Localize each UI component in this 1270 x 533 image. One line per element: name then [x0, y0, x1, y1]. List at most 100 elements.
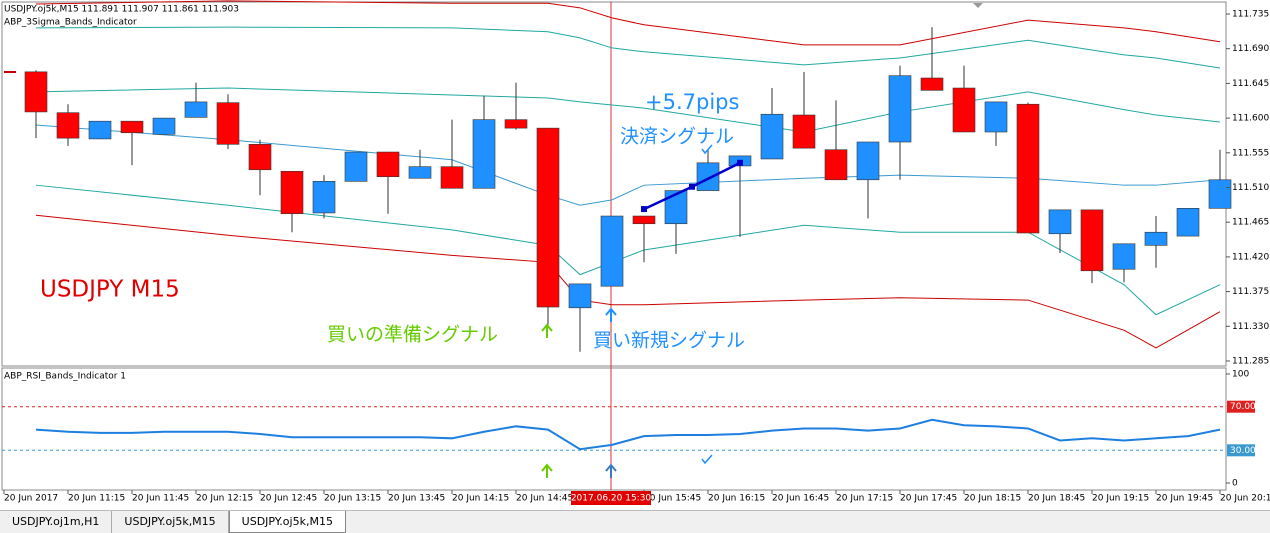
- y-tick-label: 111.735: [1232, 10, 1269, 20]
- crosshair-label-bg: [571, 491, 651, 505]
- candle-body: [1080, 209, 1104, 272]
- annotation: 買いの準備シグナル: [327, 324, 498, 346]
- chart-tab[interactable]: USDJPY.oj1m,H1: [0, 511, 113, 533]
- y-tick-label: 111.330: [1232, 322, 1269, 332]
- candle-body: [1048, 209, 1072, 235]
- candle-body: [920, 77, 944, 91]
- chart: USDJPY.oj5k,M15 111.891 111.907 111.861 …: [1, 0, 1270, 505]
- x-tick-label: 20 Jun 15:45: [644, 494, 701, 504]
- y-tick-label: 111.510: [1232, 183, 1269, 193]
- candle-body: [536, 127, 560, 308]
- x-tick-label: 20 Jun 16:15: [708, 494, 765, 504]
- candle-body: [184, 101, 208, 118]
- rsi-line: [35, 418, 1221, 451]
- chart-tab[interactable]: USDJPY.oj5k,M15: [228, 511, 346, 533]
- band-line: [35, 214, 1221, 349]
- candle-body: [88, 120, 112, 140]
- band-line: [35, 184, 1221, 316]
- candle-body: [984, 101, 1008, 133]
- candle-body: [664, 190, 688, 225]
- candle-body: [312, 181, 336, 214]
- level-label-bg: [1227, 400, 1255, 413]
- x-tick-label: 20 Jun 14:45: [516, 494, 573, 504]
- indicator-name: ABP_3Sigma_Bands_Indicator: [4, 18, 137, 28]
- annotation: +5.7pips: [645, 90, 739, 114]
- trade-point: [641, 206, 647, 213]
- y-tick-label: 111.420: [1232, 252, 1269, 262]
- candle-body: [952, 87, 976, 133]
- candle-body: [248, 144, 272, 171]
- x-tick-label: 20 Jun 20:15: [1220, 494, 1270, 504]
- symbol-label: USDJPY M15: [40, 277, 180, 303]
- y-tick-label: 111.375: [1232, 287, 1269, 297]
- signal-icons: [4, 71, 713, 478]
- candle-body: [376, 151, 400, 178]
- y-tick-label: 111.555: [1232, 148, 1269, 158]
- tab-bar: USDJPY.oj1m,H1 USDJPY.oj5k,M15 USDJPY.oj5k…: [0, 510, 1270, 533]
- candle-body: [152, 117, 176, 135]
- candle-body: [504, 119, 528, 129]
- candle-body: [824, 149, 848, 181]
- candle-body: [1208, 179, 1232, 209]
- candle-body: [24, 71, 48, 113]
- x-tick-label: 20 Jun 18:15: [964, 494, 1021, 504]
- x-tick-label: 20 Jun 14:15: [452, 494, 509, 504]
- candle-body: [56, 112, 80, 139]
- candle-body: [760, 113, 784, 160]
- y-tick-label: 0: [1232, 479, 1238, 489]
- candle-body: [1112, 243, 1136, 270]
- x-tick-label: 20 Jun 2017: [4, 494, 58, 504]
- candle-body: [600, 215, 624, 287]
- candle-body: [888, 75, 912, 143]
- candle-body: [696, 162, 720, 191]
- band-line: [35, 26, 1221, 69]
- x-tick-label: 20 Jun 11:15: [68, 494, 125, 504]
- candle-body: [344, 151, 368, 182]
- candle-body: [1016, 103, 1040, 234]
- x-tick-label: 20 Jun 16:45: [772, 494, 829, 504]
- x-tick-label: 20 Jun 13:45: [388, 494, 445, 504]
- band-line: [35, 0, 1221, 46]
- y-tick-label: 111.690: [1232, 44, 1269, 54]
- candle-body: [216, 102, 240, 145]
- y-tick-label: 111.285: [1232, 357, 1269, 367]
- y-tick-label: 100: [1232, 370, 1249, 380]
- x-tick-label: 20 Jun 19:45: [1156, 494, 1213, 504]
- trade-point: [737, 159, 743, 166]
- band-line: [35, 87, 1221, 133]
- y-tick-label: 111.465: [1232, 218, 1269, 228]
- x-tick-label: 20 Jun 18:45: [1028, 494, 1085, 504]
- chart-header: USDJPY.oj5k,M15 111.891 111.907 111.861 …: [4, 5, 239, 15]
- candle-body: [568, 283, 592, 309]
- x-tick-label: 20 Jun 12:45: [260, 494, 317, 504]
- candle-body: [856, 141, 880, 181]
- candle-body: [472, 119, 496, 189]
- candle-body: [120, 120, 144, 134]
- candle-body: [792, 114, 816, 149]
- x-tick-label: 20 Jun 17:45: [900, 494, 957, 504]
- candle-body: [408, 166, 432, 179]
- x-tick-label: 20 Jun 12:15: [196, 494, 253, 504]
- annotation: 買い新規シグナル: [593, 330, 745, 352]
- candle-body: [632, 215, 656, 225]
- trade-point: [689, 183, 695, 190]
- x-tick-label: 20 Jun 13:15: [324, 494, 381, 504]
- candle-body: [280, 171, 304, 215]
- rsi-title: ABP_RSI_Bands_Indicator 1: [4, 372, 126, 382]
- level-label: 30.00: [1230, 446, 1256, 456]
- candle-body: [440, 166, 464, 189]
- rsi-panel-frame: [1, 367, 1227, 491]
- chart-tab[interactable]: USDJPY.oj5k,M15: [112, 511, 229, 533]
- x-tick-label: 20 Jun 17:15: [836, 494, 893, 504]
- scroll-marker: [973, 3, 983, 8]
- x-tick-label: 20 Jun 11:45: [132, 494, 189, 504]
- y-tick-label: 111.645: [1232, 79, 1269, 89]
- candle-body: [1144, 231, 1168, 246]
- y-tick-label: 111.600: [1232, 114, 1269, 124]
- crosshair-label: 2017.06.20 15:30: [571, 494, 652, 504]
- level-label: 70.00: [1230, 402, 1256, 412]
- annotation: 決済シグナル: [620, 126, 734, 148]
- level-label-bg: [1227, 444, 1255, 457]
- x-tick-label: 20 Jun 19:15: [1092, 494, 1149, 504]
